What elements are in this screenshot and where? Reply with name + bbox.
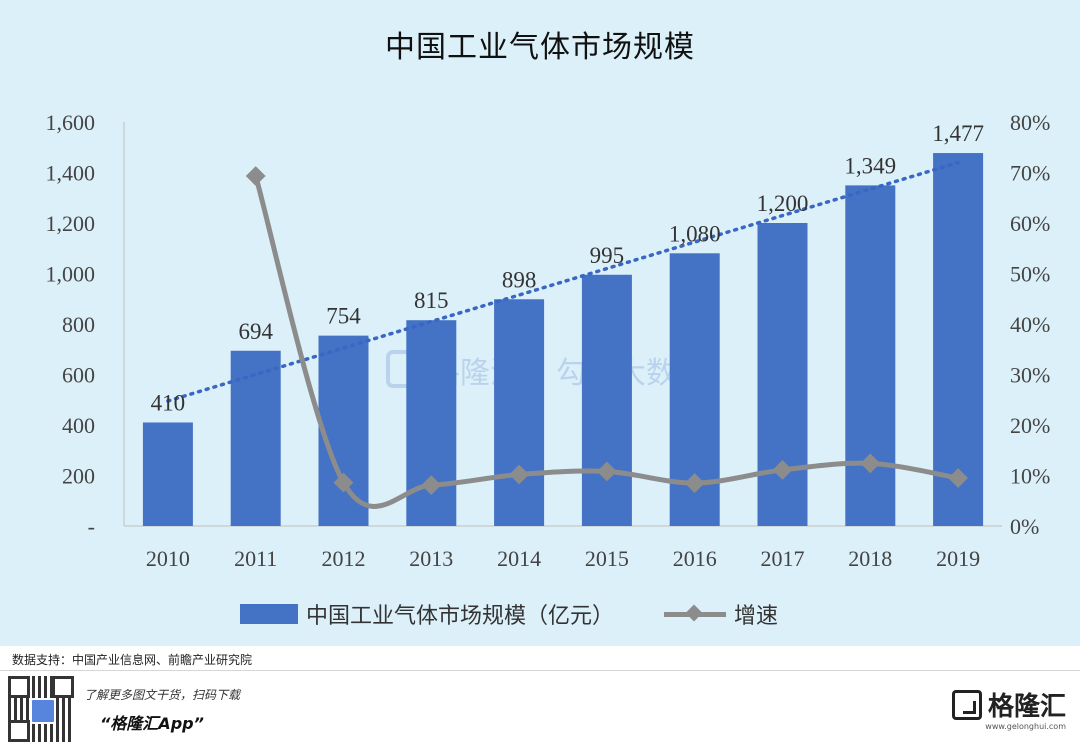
bar-data-label: 995	[590, 243, 625, 268]
growth-point	[772, 460, 793, 480]
legend: 中国工业气体市场规模（亿元） 增速	[240, 596, 778, 632]
y-right-tick-label: 20%	[1010, 413, 1050, 438]
brand-name: 格隆汇	[987, 692, 1066, 722]
y-left-tick-label: 600	[62, 363, 95, 388]
bar	[142, 422, 193, 526]
x-tick-label: 2014	[497, 546, 541, 571]
bar-data-label: 898	[502, 267, 537, 292]
growth-line	[245, 166, 968, 509]
y-right-tick-label: 0%	[1010, 514, 1039, 539]
promo-text: 了解更多图文干货，扫码下载	[84, 688, 241, 702]
y-left-tick-label: -	[88, 514, 95, 539]
bar-data-label: 1,080	[669, 221, 721, 246]
trendline	[166, 160, 960, 403]
chart-canvas: 格隆汇 勾股大数据 -2004006008001,0001,2001,4001,…	[46, 110, 1051, 571]
y-left-tick-label: 200	[62, 464, 95, 489]
growth-point	[509, 464, 529, 485]
x-tick-label: 2010	[146, 546, 190, 571]
growth-point	[333, 472, 354, 493]
bar-data-label: 1,477	[932, 121, 984, 146]
growth-point	[948, 468, 968, 488]
data-labels: 410 694 754 815 898 995 1,080 1,200 1,349 1,477	[151, 121, 984, 415]
growth-point	[684, 473, 705, 493]
growth-point	[597, 461, 617, 482]
bar	[933, 153, 984, 526]
bar	[406, 320, 457, 526]
y-right-tick-label: 10%	[1010, 464, 1050, 489]
x-tick-label: 2012	[322, 546, 366, 571]
bar	[757, 223, 808, 526]
growth-point	[421, 475, 442, 495]
bar-data-label: 1,200	[757, 191, 809, 216]
y-right-tick-label: 60%	[1010, 211, 1050, 236]
bar-data-label: 694	[238, 319, 273, 344]
bar-data-label: 410	[151, 390, 186, 415]
bar-data-label: 1,349	[844, 153, 896, 178]
bar	[494, 299, 545, 526]
bars	[142, 153, 984, 527]
footer: 数据支持：中国产业信息网、前瞻产业研究院 了解更多图文干货，扫码下载 “格隆汇A…	[0, 646, 1080, 746]
legend-line-swatch	[664, 604, 727, 624]
x-tick-label: 2011	[234, 546, 277, 571]
bar	[230, 350, 281, 526]
y-left-tick-label: 1,000	[46, 262, 96, 287]
y-left-tick-label: 800	[62, 312, 95, 337]
y-left-tick-label: 1,600	[46, 110, 96, 135]
y-right-tick-label: 40%	[1010, 312, 1050, 337]
legend-bar-label: 中国工业气体市场规模（亿元）	[306, 604, 615, 629]
x-tick-label: 2018	[848, 546, 892, 571]
legend-line-label: 增速	[734, 604, 779, 629]
x-tick-label: 2017	[761, 546, 805, 571]
x-tick-label: 2019	[936, 546, 980, 571]
brand-mark-icon	[951, 689, 982, 720]
y-left-tick-label: 1,400	[46, 161, 96, 186]
trendline-path	[166, 160, 960, 403]
y-right-tick-label: 80%	[1010, 110, 1050, 135]
bar-data-label: 815	[414, 288, 449, 313]
y-right-tick-label: 50%	[1010, 262, 1050, 287]
app-name: “格隆汇App”	[100, 714, 204, 733]
legend-bar-swatch	[240, 604, 298, 624]
x-tick-label: 2013	[409, 546, 453, 571]
y-right-tick-label: 70%	[1010, 161, 1050, 186]
y-right-tick-label: 30%	[1010, 363, 1050, 388]
chart-title: 中国工业气体市场规模	[385, 30, 695, 65]
y-left-tick-label: 400	[62, 413, 95, 438]
brand-logo: 格隆汇	[951, 686, 1066, 723]
x-tick-label: 2015	[585, 546, 629, 571]
footer-divider	[0, 670, 1080, 671]
bar-data-label: 754	[326, 304, 361, 329]
bar	[581, 274, 632, 526]
qr-code-icon	[8, 676, 74, 742]
axes: - 200 400 600 800 1,000 1,200 1,400 1,600 0% 10% 20…	[46, 110, 1051, 571]
growth-line-path	[253, 175, 959, 509]
y-left-tick-label: 1,200	[46, 211, 96, 236]
x-tick-label: 2016	[673, 546, 717, 571]
growth-point	[245, 166, 266, 186]
source-text: 数据支持：中国产业信息网、前瞻产业研究院	[12, 653, 253, 667]
brand-url: www.gelonghui.com	[985, 722, 1066, 731]
growth-point	[860, 453, 881, 474]
bar	[845, 185, 896, 526]
bar	[318, 335, 369, 526]
